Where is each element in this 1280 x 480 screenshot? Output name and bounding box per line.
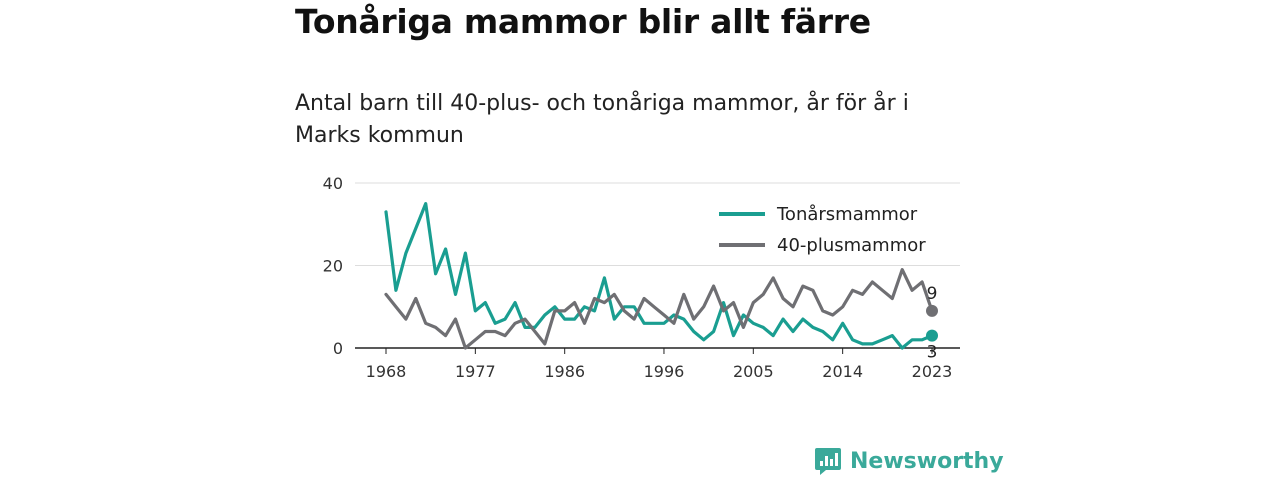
- brand-logo[interactable]: Newsworthy: [814, 444, 1004, 478]
- x-tick-label: 2005: [733, 362, 774, 381]
- legend-label: 40-plusmammor: [777, 235, 926, 256]
- series-line: [384, 202, 934, 350]
- x-tick-label: 1968: [366, 362, 407, 381]
- x-tick-label: 1986: [544, 362, 585, 381]
- series-end-label: 9: [927, 284, 938, 304]
- x-tick-label: 2023: [912, 362, 953, 381]
- legend-label: Tonårsmammor: [776, 204, 918, 225]
- series-end-point: [926, 329, 938, 342]
- brand-name: Newsworthy: [850, 448, 1004, 474]
- x-tick-label: 1977: [455, 362, 496, 381]
- newsworthy-logo-icon: [815, 448, 841, 475]
- y-tick-label: 0: [333, 339, 343, 358]
- x-tick-label: 2014: [822, 362, 863, 381]
- x-tick-label: 1996: [644, 362, 685, 381]
- y-tick-label: 20: [323, 257, 343, 276]
- y-tick-label: 40: [323, 174, 343, 193]
- series-line: [384, 268, 934, 350]
- chart-title: Tonåriga mammor blir allt färre: [295, 2, 871, 41]
- series-end-point: [926, 304, 938, 317]
- series-end-label: 3: [927, 343, 938, 363]
- chart-subtitle: Antal barn till 40-plus- och tonåriga ma…: [295, 91, 909, 148]
